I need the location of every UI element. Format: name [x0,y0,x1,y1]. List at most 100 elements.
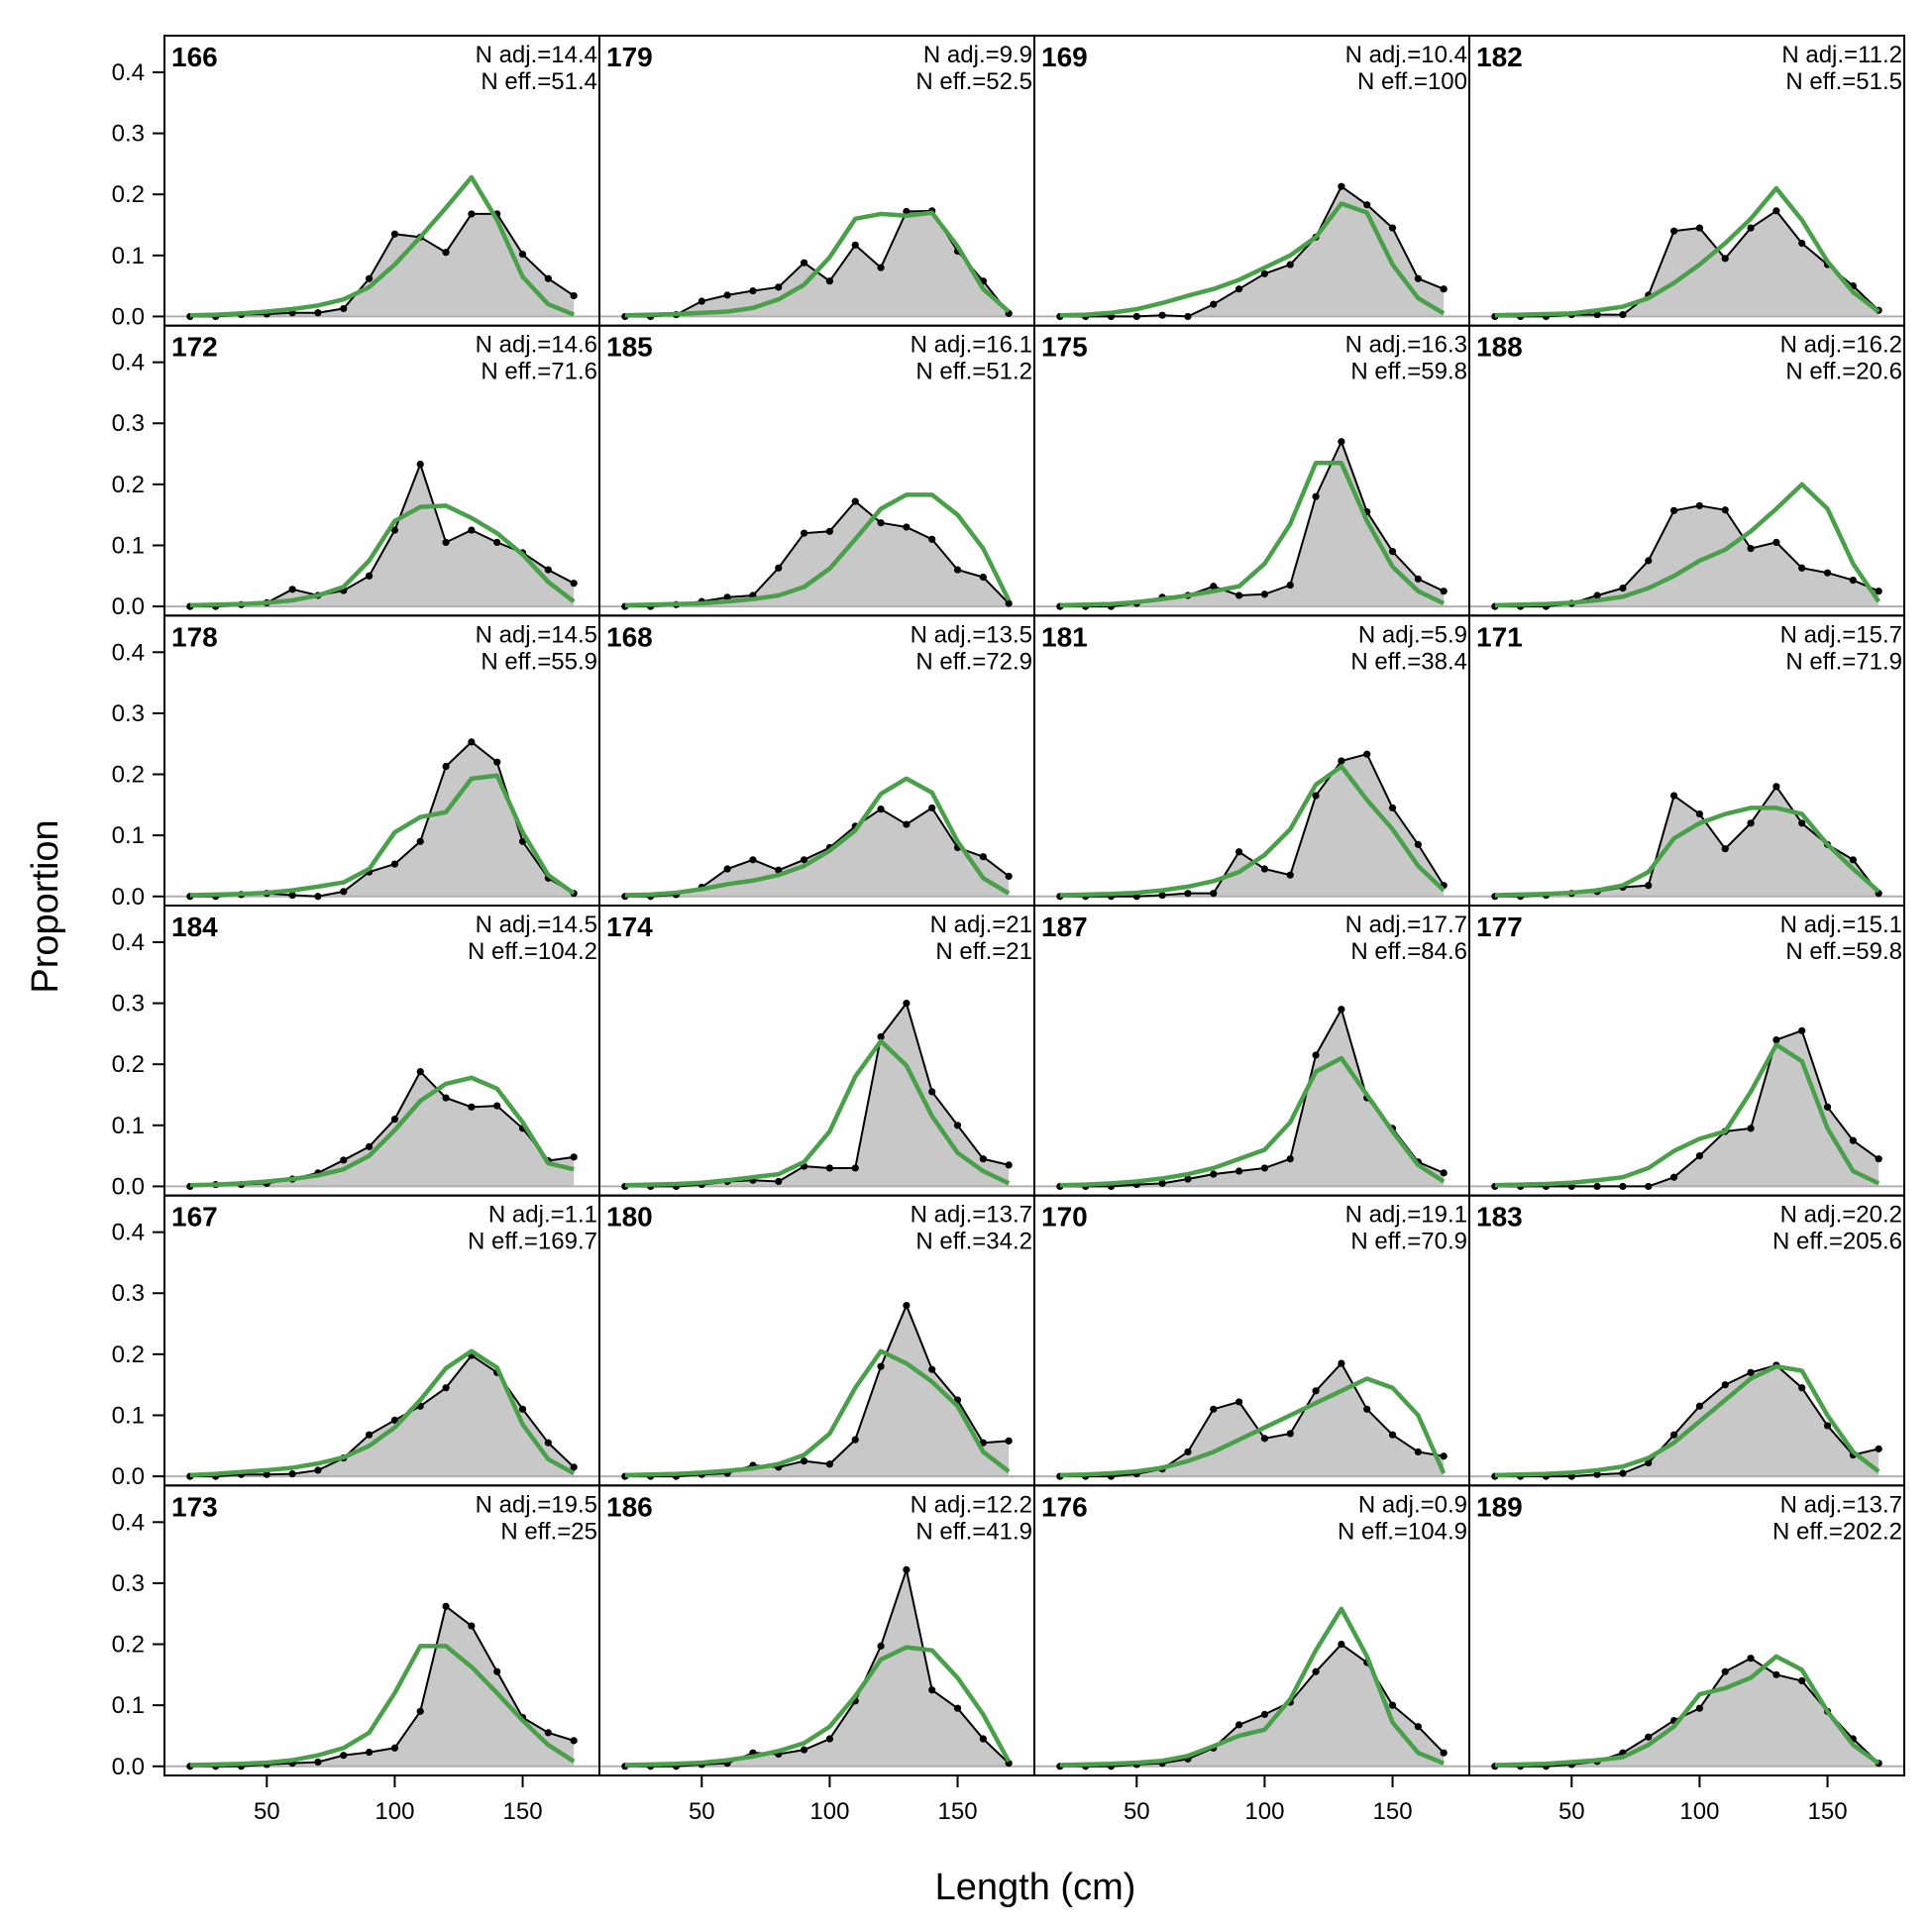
observed-point [570,291,578,300]
x-tick-label: 100 [1679,1798,1719,1825]
panel-n-eff: N eff.=20.6 [1785,359,1902,385]
panel-year-label: 178 [171,621,218,652]
y-tick-label: 0.0 [112,1173,145,1200]
observed-point [1875,1445,1882,1452]
panel-184: 184 N adj.=14.5N eff.=104.2 [163,905,600,1197]
observed-point [1363,750,1371,758]
panel-year-label: 184 [171,912,218,942]
y-tick-label: 0.4 [112,1220,145,1246]
panel-border [1468,1484,1905,1777]
observed-point [1747,1368,1755,1376]
observed-point [1619,1182,1627,1191]
panel-year-label: 186 [606,1491,653,1522]
observed-point [1260,1710,1269,1718]
panel-168: 168 N adj.=13.5N eff.=72.9 [598,614,1035,907]
observed-point [1798,564,1806,572]
observed-point [1747,1655,1755,1663]
expected-line [1059,764,1446,898]
observed-point [877,264,885,271]
y-tick-label: 0.0 [112,1463,145,1490]
observed-point [1669,227,1678,235]
observed-point [953,566,962,574]
observed-area [624,210,1010,317]
panel-173: 173 N adj.=19.5N eff.=25 [163,1484,600,1777]
observed-line [1059,1361,1445,1478]
observed-point [1158,1179,1166,1187]
observed-point [416,1067,424,1076]
expected-line [624,210,1011,318]
observed-point [1234,1398,1243,1406]
panel-n-eff: N eff.=34.2 [915,1229,1032,1255]
observed-point [800,259,808,267]
observed-point [468,210,476,218]
observed-point [1798,1676,1806,1685]
observed-point [416,1707,424,1715]
x-tick-label: 50 [689,1798,715,1825]
observed-line [1059,753,1446,898]
panel-n-adj: N adj.=14.5 [476,912,597,938]
observed-point [544,274,552,282]
x-tick-label: 50 [254,1798,280,1825]
panel-n-adj: N adj.=11.2 [1781,42,1902,68]
observed-point [1286,1430,1294,1438]
y-tick-label: 0.1 [112,1692,145,1719]
panel-year-label: 170 [1041,1202,1088,1233]
observed-point [1414,575,1422,583]
observed-point [390,1744,399,1752]
observed-point [1772,207,1780,215]
observed-point [493,538,501,546]
panel-n-adj: N adj.=13.5 [911,621,1032,648]
axes: 0.0 0.1 0.2 0.3 0.4 0.0 0.1 0.2 0.3 0.4 0.0 0.1 0.2 0… [112,59,1848,1825]
observed-point [1619,585,1627,592]
observed-point [1210,890,1218,898]
observed-point [1338,1640,1345,1649]
observed-point [468,1622,476,1630]
observed-point [1210,1405,1218,1413]
expected-line [624,1038,1011,1188]
observed-point [1338,438,1345,446]
y-tick-label: 0.0 [112,303,145,330]
observed-point [340,1752,348,1760]
observed-point [1312,792,1320,800]
panel-year-label: 189 [1476,1491,1523,1522]
panel-n-adj: N adj.=16.3 [1345,332,1467,359]
observed-point [1388,224,1397,232]
panel-183: 183 N adj.=20.2N eff.=205.6 [1468,1194,1905,1487]
observed-point [1440,285,1448,293]
observed-point [1234,591,1243,599]
observed-area [1494,786,1879,897]
panel-n-eff: N eff.=38.4 [1350,648,1467,675]
y-tick-label: 0.3 [112,121,145,148]
y-tick-label: 0.4 [112,1509,145,1536]
observed-point [1772,783,1780,791]
panel-187: 187 N adj.=17.7N eff.=84.6 [1033,905,1470,1197]
observed-area [1059,754,1445,897]
observed-point [1669,1173,1678,1181]
observed-point [1721,506,1729,514]
panel-n-adj: N adj.=14.5 [476,621,597,648]
observed-point [1849,856,1857,864]
observed-point [442,249,450,257]
panel-179: 179 N adj.=9.9N eff.=52.5 [598,35,1035,327]
observed-area [189,213,575,317]
y-tick-label: 0.3 [112,700,145,727]
y-tick-label: 0.1 [112,822,145,849]
panel-n-adj: N adj.=16.2 [1780,332,1902,359]
panel-n-eff: N eff.=72.9 [915,648,1032,675]
observed-point [877,805,885,813]
panel-n-adj: N adj.=13.7 [1780,1491,1902,1518]
observed-point [928,804,936,812]
observed-point [1645,557,1653,565]
observed-point [800,1746,808,1754]
observed-point [390,1416,399,1425]
observed-area [1059,1363,1445,1477]
observed-area [1059,441,1445,607]
x-tick-label: 150 [938,1798,978,1825]
panel-year-label: 168 [606,621,653,652]
expected-line [189,1644,576,1768]
observed-point [800,856,808,864]
y-tick-label: 0.1 [112,1113,145,1139]
observed-point [1363,1405,1371,1413]
observed-point [1669,506,1678,514]
y-tick-label: 0.3 [112,1280,145,1307]
